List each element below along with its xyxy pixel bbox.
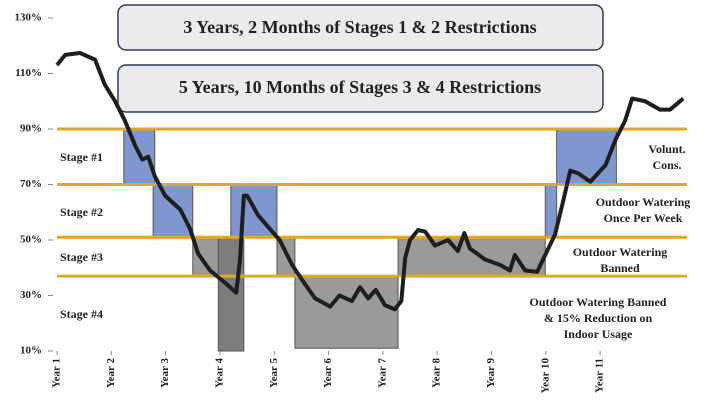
- x-tick-label: Year 3: [159, 358, 171, 389]
- stage-label: Stage #2: [60, 205, 103, 219]
- banner: 3 Years, 2 Months of Stages 1 & 2 Restri…: [117, 4, 604, 51]
- y-tick-label: 110%: [15, 67, 42, 79]
- stage-note: Outdoor Watering Banned: [530, 295, 667, 309]
- series-line: [55, 50, 685, 312]
- stage-note: & 15% Reduction on: [544, 311, 653, 325]
- y-tick-label: 70%: [20, 178, 42, 190]
- x-tick-label: Year 11: [594, 358, 606, 393]
- banner-text: 3 Years, 2 Months of Stages 1 & 2 Restri…: [183, 17, 536, 37]
- x-tick-label: Year 7: [376, 358, 388, 389]
- stage-note: Outdoor Watering: [573, 245, 668, 259]
- y-tick-label: 30%: [20, 289, 42, 301]
- stage-note: Once Per Week: [604, 211, 683, 225]
- banner-text: 5 Years, 10 Months of Stages 3 & 4 Restr…: [179, 77, 541, 97]
- stage-note: Cons.: [652, 158, 681, 172]
- stage-label: Stage #3: [60, 250, 103, 264]
- x-tick-label: Year 8: [431, 358, 443, 389]
- stage-band: [152, 184, 194, 238]
- x-tick-label: Year 4: [213, 358, 225, 389]
- x-tick-label: Year 10: [539, 358, 551, 394]
- stage-note: Volunt.: [648, 142, 685, 156]
- x-tick-label: Year 5: [268, 358, 280, 389]
- x-tick-label: Year 9: [485, 358, 497, 389]
- stage-note: Outdoor Watering: [596, 195, 691, 209]
- stage-label: Stage #1: [60, 150, 103, 164]
- x-tick-label: Year 1: [51, 358, 63, 388]
- x-tick-label: Year 2: [105, 358, 117, 389]
- y-tick-label: 130%: [15, 12, 43, 24]
- y-tick-label: 90%: [20, 123, 42, 135]
- stage-note: Banned: [600, 261, 640, 275]
- x-tick-label: Year 6: [322, 358, 334, 389]
- banner-box: [117, 64, 604, 113]
- stage-label: Stage #4: [60, 307, 103, 321]
- stage-band: [294, 275, 399, 349]
- stage-note: Indoor Usage: [564, 327, 633, 341]
- banner-box: [117, 4, 604, 51]
- banner: 5 Years, 10 Months of Stages 3 & 4 Restr…: [117, 64, 604, 113]
- y-tick-label: 10%: [20, 345, 42, 357]
- y-tick-label: 50%: [20, 234, 42, 246]
